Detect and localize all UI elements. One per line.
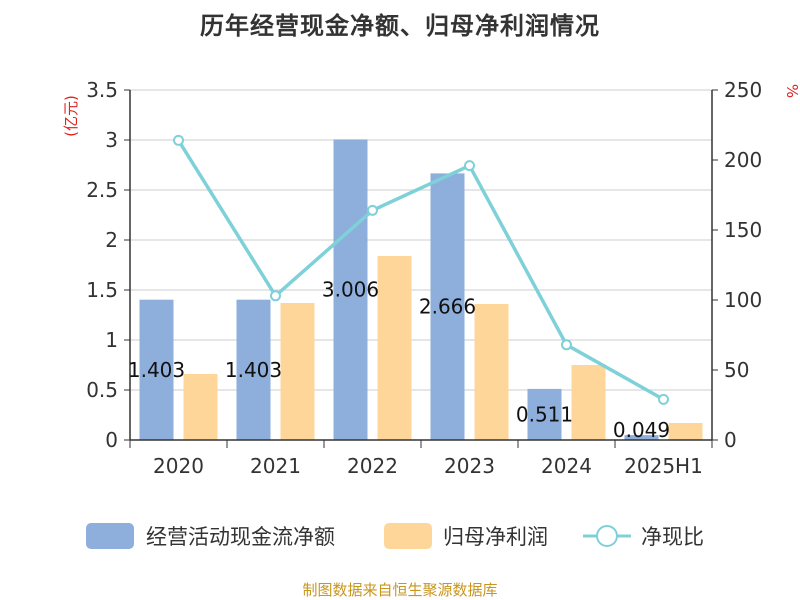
bar-cash-flow xyxy=(236,299,271,440)
bar-value-label: 1.403 xyxy=(225,358,282,382)
y-left-tick-label: 2 xyxy=(105,228,118,252)
chart-title: 历年经营现金净额、归母净利润情况 xyxy=(200,12,600,40)
legend-label-net-cash-ratio: 净现比 xyxy=(641,525,704,549)
bar-value-label: 0.049 xyxy=(613,418,670,442)
point-net-cash-ratio xyxy=(173,134,184,146)
bar-cash-flow xyxy=(430,173,465,440)
point-net-cash-ratio xyxy=(658,393,669,405)
point-net-cash-ratio xyxy=(561,339,572,351)
legend-marker-net-cash-ratio xyxy=(596,525,618,547)
bar-value-label: 1.403 xyxy=(128,358,185,382)
bar-cash-flow xyxy=(139,299,174,440)
x-tick-label: 2022 xyxy=(347,454,398,478)
x-tick-label: 2023 xyxy=(444,454,495,478)
y-right-tick-label: 150 xyxy=(724,218,762,242)
line-net-cash-ratio xyxy=(177,139,665,401)
y-left-tick-label: 1 xyxy=(105,328,118,352)
bar-cash-flow xyxy=(333,139,368,440)
y-right-unit: % xyxy=(783,84,800,98)
bar-net-profit xyxy=(571,365,606,440)
y-left-tick-label: 0 xyxy=(105,428,118,452)
bar-net-profit xyxy=(377,256,412,440)
y-right-tick-label: 200 xyxy=(724,148,762,172)
x-tick-label: 2024 xyxy=(541,454,592,478)
bar-net-profit xyxy=(280,303,315,440)
bar-net-profit xyxy=(183,374,218,440)
bar-cash-flow xyxy=(527,388,562,440)
y-left-tick-label: 0.5 xyxy=(86,378,118,402)
point-net-cash-ratio xyxy=(367,204,378,216)
legend-swatch-net-profit xyxy=(384,523,432,549)
y-left-tick-label: 3 xyxy=(105,128,118,152)
y-left-tick-label: 2.5 xyxy=(86,178,118,202)
y-left-tick-label: 3.5 xyxy=(86,78,118,102)
y-right-tick-label: 100 xyxy=(724,288,762,312)
y-right-tick-label: 250 xyxy=(724,78,762,102)
bar-cash-flow xyxy=(624,435,659,440)
bar-value-label: 0.511 xyxy=(516,402,573,426)
point-net-cash-ratio xyxy=(270,290,281,302)
legend-label-cash-flow: 经营活动现金流净额 xyxy=(146,525,335,549)
legend-label-net-profit: 归母净利润 xyxy=(443,525,548,549)
x-tick-label: 2021 xyxy=(250,454,301,478)
y-left-tick-label: 1.5 xyxy=(86,278,118,302)
data-source-note: 制图数据来自恒生聚源数据库 xyxy=(302,581,498,599)
y-right-tick-label: 0 xyxy=(724,428,737,452)
y-right-tick-label: 50 xyxy=(724,358,749,382)
legend-swatch-cash-flow xyxy=(86,523,134,549)
x-tick-label: 2025H1 xyxy=(624,454,703,478)
x-tick-label: 2020 xyxy=(153,454,204,478)
y-left-unit: (亿元) xyxy=(62,95,80,137)
bar-value-label: 3.006 xyxy=(322,278,379,302)
bar-net-profit xyxy=(668,423,703,440)
bar-value-label: 2.666 xyxy=(419,295,476,319)
point-net-cash-ratio xyxy=(464,160,475,172)
bar-net-profit xyxy=(474,304,509,440)
